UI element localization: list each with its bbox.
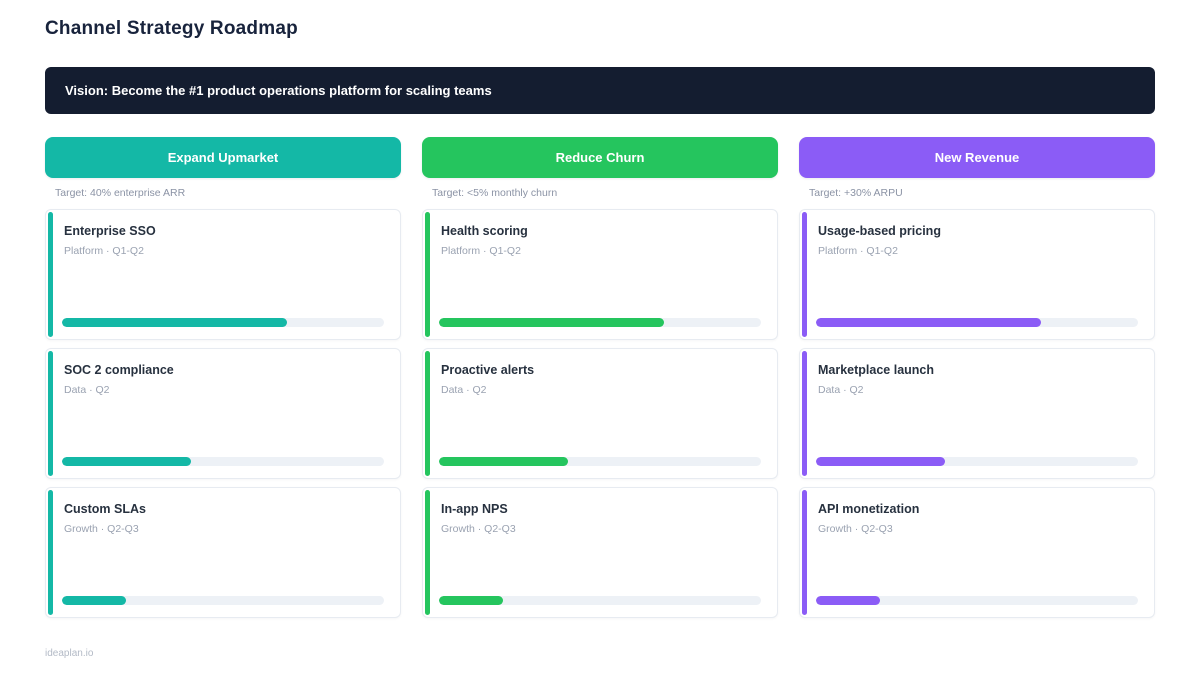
footer-brand: ideaplan.io — [45, 648, 94, 659]
card-accent-bar — [48, 490, 53, 615]
card-accent-bar — [425, 212, 430, 337]
card-meta: Platform · Q1-Q2 — [441, 245, 521, 257]
progress-track — [439, 457, 761, 466]
column-header-label: Reduce Churn — [555, 150, 645, 165]
card-meta: Data · Q2 — [441, 384, 487, 396]
card-title: API monetization — [818, 502, 920, 516]
card-accent-bar — [425, 351, 430, 476]
column-target: Target: <5% monthly churn — [432, 187, 558, 199]
vision-banner: Vision: Become the #1 product operations… — [45, 67, 1155, 114]
progress-track — [439, 318, 761, 327]
progress-fill — [62, 457, 191, 466]
card-title: Proactive alerts — [441, 363, 535, 377]
card-meta: Growth · Q2-Q3 — [64, 523, 139, 535]
card-title: In-app NPS — [441, 502, 508, 516]
card-meta: Data · Q2 — [64, 384, 110, 396]
card-title: SOC 2 compliance — [64, 363, 174, 377]
roadmap-card-proactive-alerts[interactable]: Proactive alerts Data · Q2 — [422, 348, 778, 479]
card-meta: Growth · Q2-Q3 — [441, 523, 516, 535]
card-accent-bar — [802, 212, 807, 337]
progress-fill — [439, 596, 504, 605]
card-title: Enterprise SSO — [64, 224, 156, 238]
card-accent-bar — [48, 212, 53, 337]
progress-fill — [816, 596, 881, 605]
roadmap-card-custom-slas[interactable]: Custom SLAs Growth · Q2-Q3 — [45, 487, 401, 618]
progress-track — [62, 457, 384, 466]
column-target: Target: 40% enterprise ARR — [55, 187, 186, 199]
progress-track — [439, 596, 761, 605]
column-header-label: New Revenue — [934, 150, 1020, 165]
roadmap-card-usage-based-pricing[interactable]: Usage-based pricing Platform · Q1-Q2 — [799, 209, 1155, 340]
column-header-label: Expand Upmarket — [167, 150, 279, 165]
progress-track — [816, 318, 1138, 327]
roadmap-card-soc2-compliance[interactable]: SOC 2 compliance Data · Q2 — [45, 348, 401, 479]
card-meta: Data · Q2 — [818, 384, 864, 396]
card-meta: Platform · Q1-Q2 — [818, 245, 898, 257]
card-accent-bar — [802, 490, 807, 615]
progress-track — [62, 596, 384, 605]
card-accent-bar — [425, 490, 430, 615]
progress-track — [816, 457, 1138, 466]
roadmap-card-api-monetization[interactable]: API monetization Growth · Q2-Q3 — [799, 487, 1155, 618]
card-title: Health scoring — [441, 224, 528, 238]
progress-fill — [816, 457, 945, 466]
card-list: Health scoring Platform · Q1-Q2 Proactiv… — [422, 209, 778, 618]
card-title: Usage-based pricing — [818, 224, 941, 238]
roadmap-page: Channel Strategy Roadmap Vision: Become … — [45, 18, 1155, 659]
column-target: Target: +30% ARPU — [809, 187, 903, 199]
column-reduce-churn: Reduce Churn Target: <5% monthly churn H… — [422, 137, 778, 618]
roadmap-columns: Expand Upmarket Target: 40% enterprise A… — [45, 137, 1155, 618]
progress-fill — [62, 318, 288, 327]
progress-fill — [439, 318, 665, 327]
progress-fill — [62, 596, 127, 605]
card-title: Marketplace launch — [818, 363, 935, 377]
column-header-reduce-churn[interactable]: Reduce Churn — [422, 137, 778, 178]
card-meta: Growth · Q2-Q3 — [818, 523, 893, 535]
column-header-expand-upmarket[interactable]: Expand Upmarket — [45, 137, 401, 178]
column-new-revenue: New Revenue Target: +30% ARPU Usage-base… — [799, 137, 1155, 618]
card-title: Custom SLAs — [64, 502, 146, 516]
card-accent-bar — [802, 351, 807, 476]
card-accent-bar — [48, 351, 53, 476]
column-expand-upmarket: Expand Upmarket Target: 40% enterprise A… — [45, 137, 401, 618]
vision-text: Vision: Become the #1 product operations… — [65, 83, 492, 98]
progress-track — [62, 318, 384, 327]
roadmap-card-health-scoring[interactable]: Health scoring Platform · Q1-Q2 — [422, 209, 778, 340]
page-title: Channel Strategy Roadmap — [45, 18, 298, 39]
roadmap-card-enterprise-sso[interactable]: Enterprise SSO Platform · Q1-Q2 — [45, 209, 401, 340]
progress-fill — [439, 457, 568, 466]
progress-fill — [816, 318, 1042, 327]
progress-track — [816, 596, 1138, 605]
roadmap-card-in-app-nps[interactable]: In-app NPS Growth · Q2-Q3 — [422, 487, 778, 618]
column-header-new-revenue[interactable]: New Revenue — [799, 137, 1155, 178]
roadmap-card-marketplace-launch[interactable]: Marketplace launch Data · Q2 — [799, 348, 1155, 479]
card-meta: Platform · Q1-Q2 — [64, 245, 144, 257]
card-list: Enterprise SSO Platform · Q1-Q2 SOC 2 co… — [45, 209, 401, 618]
card-list: Usage-based pricing Platform · Q1-Q2 Mar… — [799, 209, 1155, 618]
